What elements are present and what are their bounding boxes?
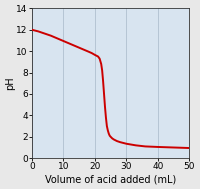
X-axis label: Volume of acid added (mL): Volume of acid added (mL) [45, 174, 176, 184]
Y-axis label: pH: pH [5, 77, 15, 90]
